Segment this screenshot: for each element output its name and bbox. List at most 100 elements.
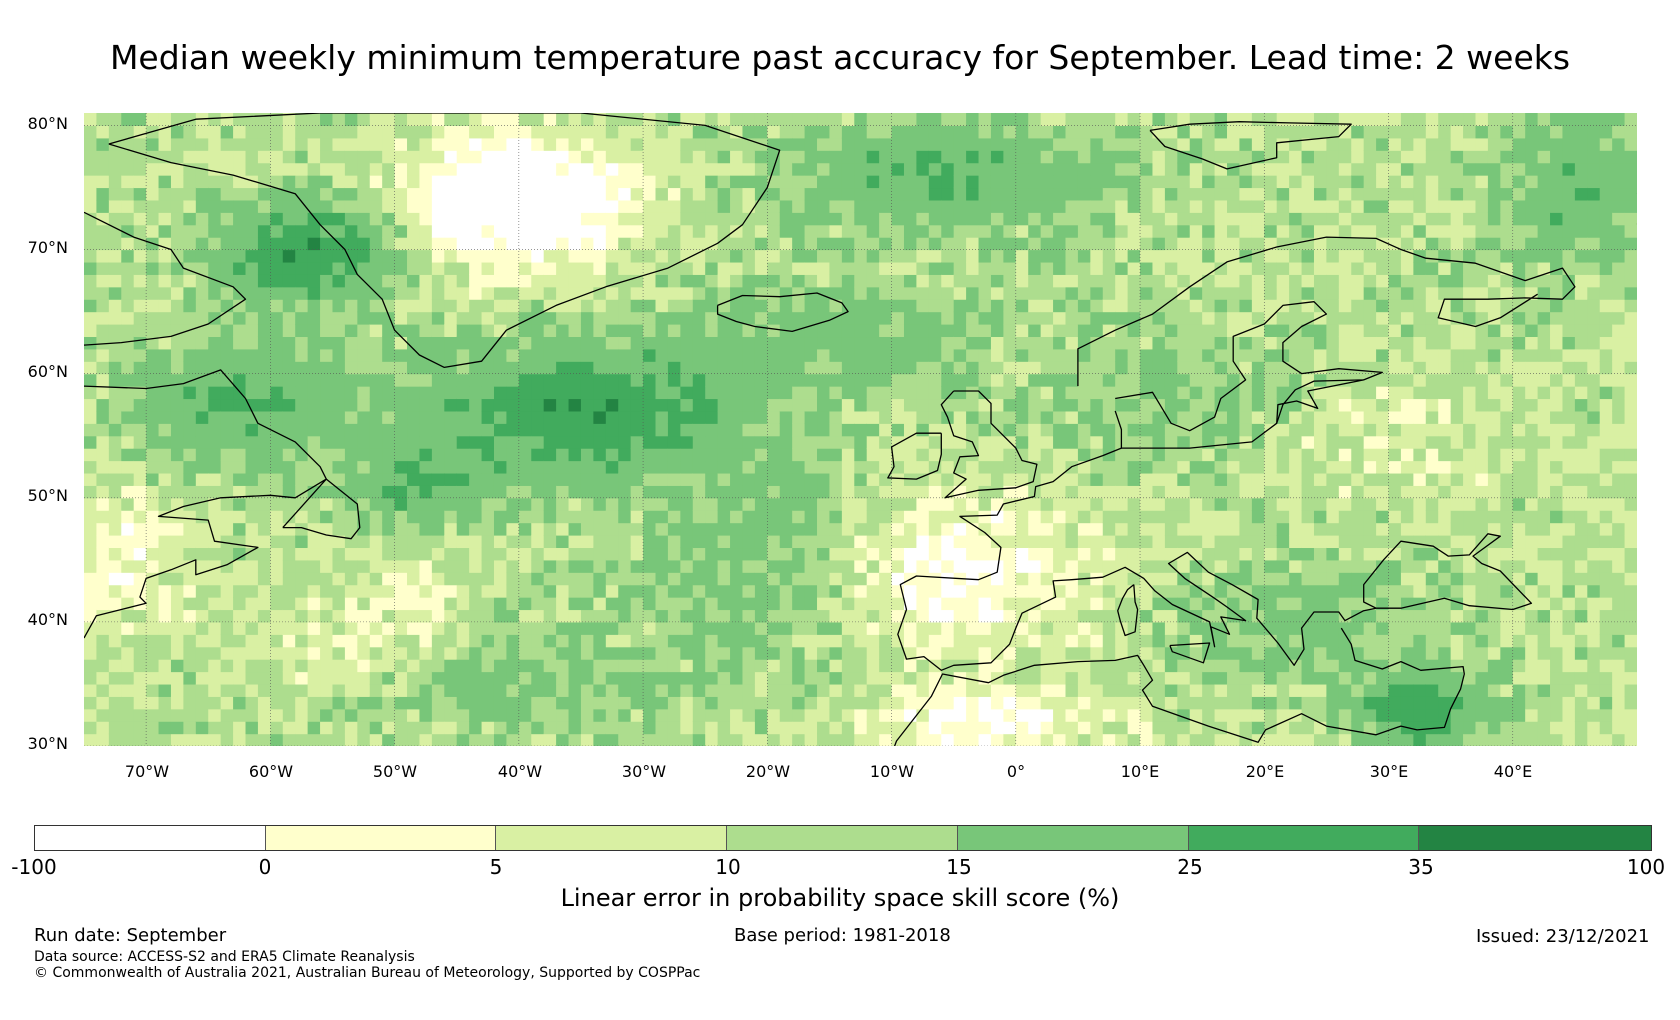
- skill-cell: [978, 274, 992, 288]
- skill-cell: [96, 125, 110, 139]
- skill-cell: [1202, 137, 1216, 151]
- skill-cell: [1102, 361, 1116, 375]
- skill-cell: [444, 348, 458, 362]
- skill-cell: [593, 386, 607, 400]
- skill-cell: [1202, 361, 1216, 375]
- skill-cell: [1077, 609, 1091, 623]
- skill-cell: [1177, 597, 1191, 611]
- skill-cell: [96, 609, 110, 623]
- skill-cell: [431, 212, 445, 226]
- skill-cell: [767, 348, 781, 362]
- skill-cell: [332, 324, 346, 338]
- skill-cell: [966, 609, 980, 623]
- skill-cell: [692, 646, 706, 660]
- skill-cell: [407, 336, 421, 350]
- skill-cell: [953, 683, 967, 697]
- skill-cell: [183, 708, 197, 722]
- skill-cell: [854, 683, 868, 697]
- skill-cell: [990, 175, 1004, 189]
- skill-cell: [792, 696, 806, 710]
- skill-cell: [1065, 683, 1079, 697]
- skill-cell: [916, 547, 930, 561]
- skill-cell: [1040, 348, 1054, 362]
- skill-cell: [990, 311, 1004, 325]
- skill-cell: [1003, 125, 1017, 139]
- skill-cell: [767, 621, 781, 635]
- skill-cell: [369, 547, 383, 561]
- skill-cell: [792, 113, 806, 127]
- skill-cell: [754, 311, 768, 325]
- skill-cell: [618, 410, 632, 424]
- skill-cell: [879, 696, 893, 710]
- skill-cell: [580, 348, 594, 362]
- skill-cell: [1251, 485, 1265, 499]
- skill-cell: [220, 150, 234, 164]
- skill-cell: [605, 125, 619, 139]
- skill-cell: [1065, 237, 1079, 251]
- skill-cell: [1127, 336, 1141, 350]
- skill-cell: [1065, 435, 1079, 449]
- skill-cell: [941, 634, 955, 648]
- skill-cell: [1053, 212, 1067, 226]
- skill-cell: [307, 460, 321, 474]
- skill-cell: [990, 199, 1004, 213]
- skill-cell: [941, 212, 955, 226]
- skill-cell: [1189, 398, 1203, 412]
- skill-cell: [307, 125, 321, 139]
- skill-cell: [208, 423, 222, 437]
- skill-cell: [493, 125, 508, 139]
- skill-cell: [966, 621, 980, 635]
- skill-cell: [680, 199, 694, 213]
- skill-cell: [767, 435, 781, 449]
- skill-cell: [680, 460, 694, 474]
- skill-cell: [990, 522, 1004, 536]
- skill-cell: [531, 597, 545, 611]
- skill-cell: [966, 597, 980, 611]
- skill-cell: [978, 199, 992, 213]
- skill-cell: [295, 522, 309, 536]
- skill-cell: [121, 348, 135, 362]
- skill-cell: [96, 224, 110, 238]
- skill-cell: [916, 348, 930, 362]
- skill-cell: [170, 162, 184, 176]
- skill-cell: [1239, 150, 1253, 164]
- skill-cell: [990, 659, 1004, 673]
- skill-cell: [1115, 348, 1129, 362]
- skill-cell: [829, 435, 843, 449]
- skill-cell: [916, 696, 930, 710]
- skill-cell: [1264, 336, 1278, 350]
- skill-cell: [1028, 683, 1042, 697]
- skill-cell: [382, 708, 396, 722]
- skill-cell: [1152, 683, 1166, 697]
- skill-cell: [630, 708, 644, 722]
- skill-cell: [1152, 733, 1166, 746]
- skill-cell: [518, 683, 532, 697]
- skill-cell: [257, 162, 271, 176]
- skill-cell: [332, 286, 346, 300]
- skill-cell: [1102, 286, 1116, 300]
- skill-cell: [431, 125, 445, 139]
- skill-cell: [804, 361, 818, 375]
- skill-cell: [1040, 423, 1054, 437]
- skill-cell: [953, 274, 967, 288]
- skill-cell: [1264, 113, 1278, 127]
- skill-cell: [195, 547, 209, 561]
- skill-cell: [903, 584, 917, 598]
- skill-cell: [1164, 535, 1178, 549]
- skill-cell: [817, 212, 831, 226]
- skill-cell: [295, 336, 309, 350]
- skill-cell: [220, 597, 234, 611]
- skill-cell: [96, 634, 110, 648]
- skill-cell: [195, 683, 209, 697]
- skill-cell: [1164, 621, 1178, 635]
- skill-cell: [220, 261, 234, 275]
- skill-cell: [1140, 361, 1154, 375]
- skill-cell: [369, 671, 383, 685]
- skill-cell: [531, 708, 545, 722]
- skill-cell: [158, 584, 172, 598]
- skill-cell: [705, 199, 719, 213]
- skill-cell: [444, 696, 458, 710]
- skill-cell: [1065, 324, 1079, 338]
- skill-cell: [444, 472, 458, 486]
- skill-cell: [481, 671, 495, 685]
